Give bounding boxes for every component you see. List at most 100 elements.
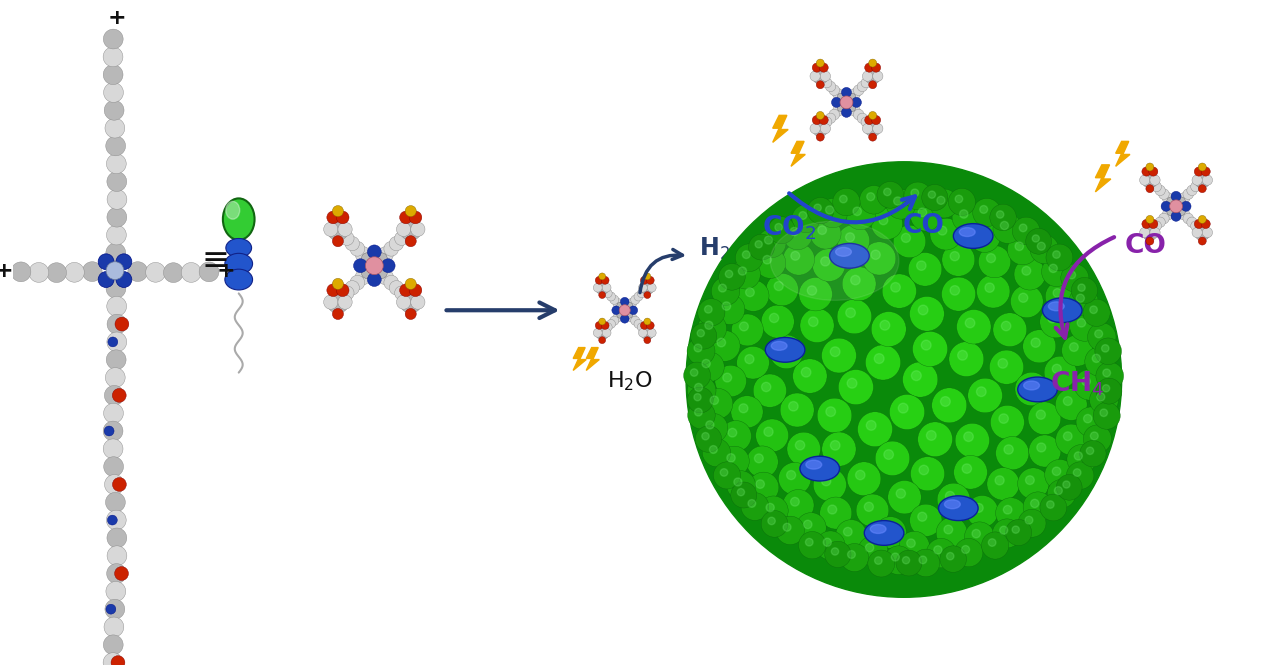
Circle shape bbox=[832, 98, 841, 108]
Circle shape bbox=[617, 302, 625, 309]
Circle shape bbox=[701, 359, 710, 367]
Circle shape bbox=[1068, 444, 1096, 474]
Circle shape bbox=[955, 538, 983, 566]
Circle shape bbox=[1044, 460, 1075, 490]
Circle shape bbox=[865, 116, 874, 125]
Circle shape bbox=[346, 281, 360, 295]
Circle shape bbox=[791, 498, 799, 506]
Circle shape bbox=[737, 347, 769, 379]
Circle shape bbox=[850, 88, 860, 100]
Circle shape bbox=[749, 234, 774, 260]
Circle shape bbox=[1007, 234, 1038, 265]
Circle shape bbox=[705, 321, 713, 329]
Circle shape bbox=[349, 275, 365, 290]
Circle shape bbox=[831, 548, 838, 555]
Circle shape bbox=[823, 538, 831, 546]
Circle shape bbox=[847, 378, 856, 388]
Circle shape bbox=[607, 292, 616, 301]
Circle shape bbox=[1089, 385, 1119, 414]
Circle shape bbox=[1069, 287, 1098, 316]
Circle shape bbox=[718, 264, 745, 290]
Circle shape bbox=[872, 116, 881, 125]
Circle shape bbox=[809, 317, 818, 327]
Circle shape bbox=[765, 273, 799, 306]
Circle shape bbox=[637, 323, 646, 331]
Circle shape bbox=[910, 297, 945, 331]
Circle shape bbox=[942, 277, 975, 311]
Circle shape bbox=[846, 232, 855, 242]
Circle shape bbox=[108, 314, 127, 334]
Circle shape bbox=[686, 162, 1121, 597]
Circle shape bbox=[918, 208, 927, 216]
Circle shape bbox=[1064, 432, 1073, 440]
Circle shape bbox=[687, 401, 716, 429]
Circle shape bbox=[360, 265, 375, 280]
Circle shape bbox=[104, 403, 123, 423]
Circle shape bbox=[808, 198, 833, 224]
Circle shape bbox=[626, 302, 632, 309]
Circle shape bbox=[1102, 385, 1110, 392]
Circle shape bbox=[695, 426, 722, 452]
Circle shape bbox=[406, 279, 416, 289]
Circle shape bbox=[764, 236, 773, 244]
Ellipse shape bbox=[829, 243, 869, 268]
Circle shape bbox=[858, 411, 892, 447]
Circle shape bbox=[1087, 447, 1093, 454]
Circle shape bbox=[12, 262, 31, 282]
Circle shape bbox=[996, 498, 1027, 528]
Circle shape bbox=[906, 539, 915, 548]
Circle shape bbox=[726, 271, 732, 278]
Text: +: + bbox=[0, 261, 14, 281]
Circle shape bbox=[1093, 402, 1120, 430]
Circle shape bbox=[627, 313, 636, 322]
Circle shape bbox=[1194, 172, 1211, 188]
Circle shape bbox=[1039, 306, 1071, 338]
Circle shape bbox=[1175, 196, 1187, 207]
Circle shape bbox=[841, 544, 869, 572]
Circle shape bbox=[1019, 224, 1027, 232]
Circle shape bbox=[646, 321, 654, 329]
Circle shape bbox=[890, 394, 924, 430]
Circle shape bbox=[739, 267, 746, 275]
Circle shape bbox=[1170, 200, 1183, 212]
Circle shape bbox=[1166, 206, 1176, 216]
Circle shape bbox=[104, 457, 123, 476]
Circle shape bbox=[599, 273, 605, 280]
Circle shape bbox=[762, 305, 795, 338]
Circle shape bbox=[1092, 354, 1101, 363]
Circle shape bbox=[977, 229, 986, 238]
Circle shape bbox=[613, 299, 622, 308]
Circle shape bbox=[741, 492, 769, 520]
Circle shape bbox=[104, 65, 123, 85]
Circle shape bbox=[699, 413, 728, 443]
Circle shape bbox=[1018, 509, 1046, 537]
Ellipse shape bbox=[870, 524, 886, 534]
Circle shape bbox=[1015, 372, 1048, 405]
Circle shape bbox=[854, 85, 864, 96]
Circle shape bbox=[399, 291, 422, 313]
Circle shape bbox=[858, 113, 868, 124]
Circle shape bbox=[108, 337, 118, 347]
Circle shape bbox=[609, 316, 618, 325]
Circle shape bbox=[1102, 345, 1108, 352]
Circle shape bbox=[1023, 330, 1056, 363]
Circle shape bbox=[1139, 175, 1149, 185]
Circle shape bbox=[954, 456, 987, 489]
Circle shape bbox=[977, 387, 986, 397]
Circle shape bbox=[899, 531, 929, 562]
Circle shape bbox=[869, 133, 877, 141]
Circle shape bbox=[882, 274, 916, 308]
Circle shape bbox=[728, 428, 737, 437]
Circle shape bbox=[115, 317, 129, 331]
Circle shape bbox=[1030, 235, 1059, 264]
Circle shape bbox=[104, 100, 124, 120]
Circle shape bbox=[965, 318, 975, 328]
Circle shape bbox=[104, 653, 123, 668]
Ellipse shape bbox=[836, 247, 851, 257]
Circle shape bbox=[1042, 257, 1071, 287]
Circle shape bbox=[1037, 242, 1046, 250]
Circle shape bbox=[106, 225, 127, 245]
Circle shape bbox=[993, 313, 1027, 347]
Circle shape bbox=[837, 93, 846, 102]
Circle shape bbox=[1167, 197, 1175, 206]
